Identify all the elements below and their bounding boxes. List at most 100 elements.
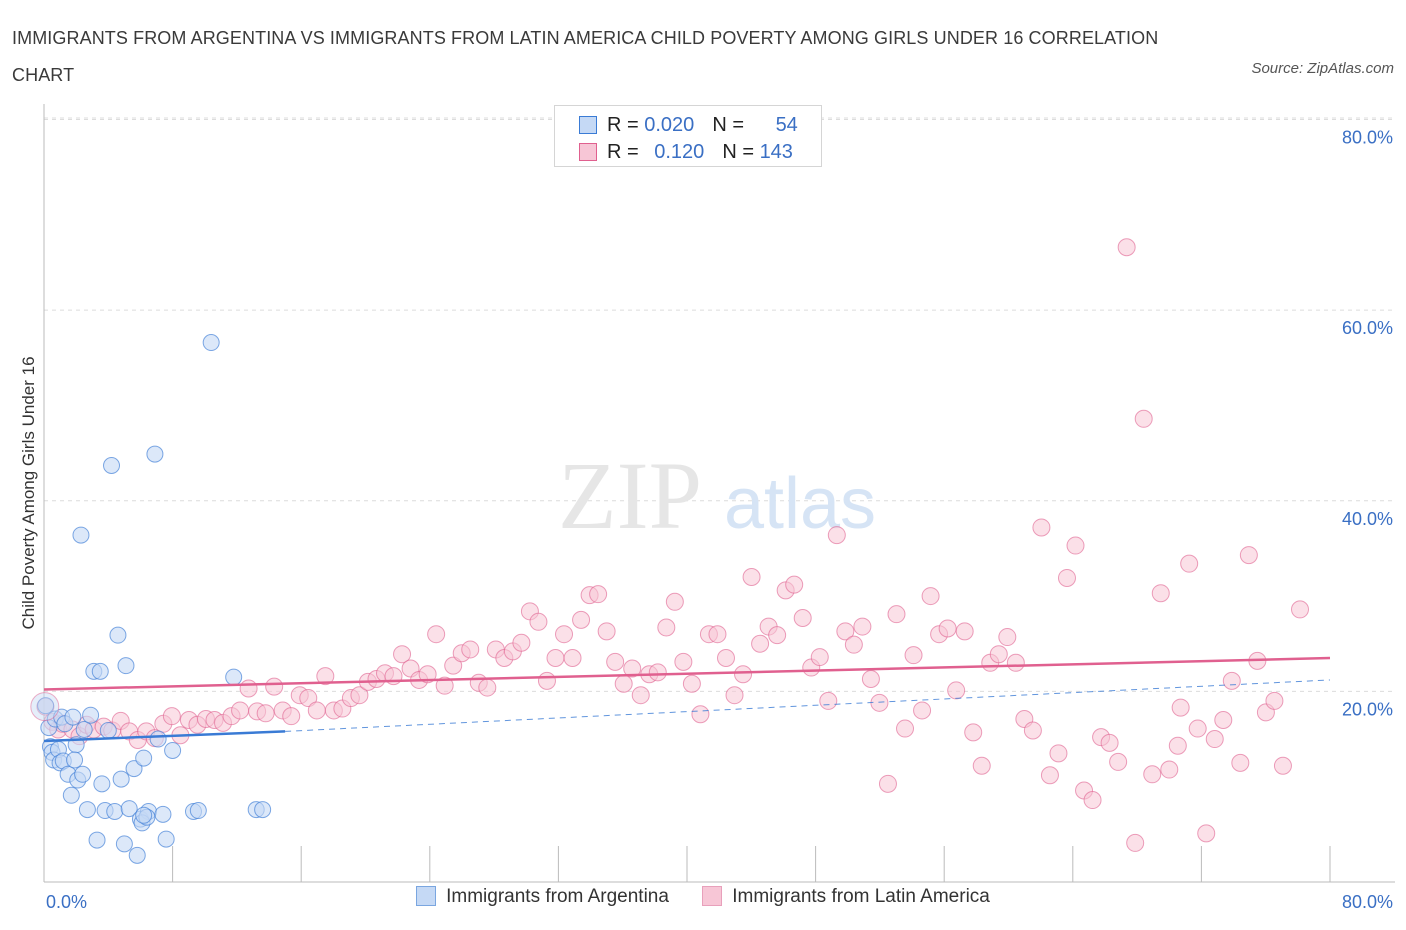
x-tick-label: 0.0% — [46, 892, 87, 912]
y-tick-label: 80.0% — [1342, 128, 1393, 148]
data-point-argentina — [112, 770, 130, 788]
data-point-argentina — [128, 846, 146, 864]
r-label: R = — [607, 141, 645, 163]
grid-lines — [44, 117, 1395, 692]
data-point-latin-america — [512, 633, 531, 652]
y-tick-label: 20.0% — [1342, 699, 1393, 719]
data-point-latin-america — [913, 701, 932, 720]
data-point-latin-america — [1231, 753, 1250, 772]
data-point-latin-america — [529, 612, 548, 631]
data-point-latin-america — [478, 678, 497, 697]
legend-row-argentina: R = 0.020 N = 54 — [579, 112, 798, 138]
data-point-latin-america — [657, 618, 676, 637]
data-point-latin-america — [938, 619, 957, 638]
axes — [43, 104, 1395, 883]
data-point-latin-america — [768, 626, 787, 645]
data-point-latin-america — [606, 652, 625, 671]
data-point-latin-america — [1049, 744, 1068, 763]
data-point-latin-america — [665, 592, 684, 611]
series-latin-america — [36, 238, 1309, 852]
data-point-latin-america — [1151, 584, 1170, 603]
data-point-latin-america — [725, 686, 744, 705]
data-point-argentina — [88, 831, 106, 849]
data-point-latin-america — [844, 635, 863, 654]
data-point-latin-america — [1117, 238, 1136, 257]
data-point-latin-america — [537, 671, 556, 690]
trend-line-argentina — [43, 730, 286, 743]
n-value: 54 — [775, 114, 798, 136]
data-point-latin-america — [1197, 824, 1216, 843]
data-point-argentina — [93, 775, 111, 793]
data-point-argentina — [189, 802, 207, 820]
data-point-latin-america — [691, 705, 710, 724]
data-point-latin-america — [1188, 719, 1207, 738]
data-point-latin-america — [563, 649, 582, 668]
correlation-legend: R = 0.020 N = 54 R = 0.120 N = 143 — [554, 105, 822, 167]
data-point-latin-america — [896, 719, 915, 738]
data-point-latin-america — [793, 608, 812, 627]
data-point-latin-america — [231, 701, 250, 720]
data-point-latin-america — [1134, 409, 1153, 428]
data-point-argentina — [103, 456, 121, 474]
data-point-latin-america — [1171, 698, 1190, 717]
trend-line-argentina-dashed — [285, 679, 1331, 732]
data-point-argentina — [37, 697, 55, 715]
data-point-latin-america — [964, 723, 983, 742]
data-point-latin-america — [316, 667, 335, 686]
data-point-latin-america — [1291, 600, 1309, 619]
source-label: Source: ZipAtlas.com — [1251, 60, 1394, 77]
data-point-latin-america — [904, 646, 923, 665]
legend-label: Immigrants from Latin America — [732, 886, 990, 907]
data-point-latin-america — [555, 625, 574, 644]
watermark-atlas: atlas — [724, 464, 876, 544]
data-point-argentina — [135, 806, 153, 824]
data-point-latin-america — [989, 645, 1008, 664]
data-point-argentina — [146, 445, 164, 463]
data-point-latin-america — [1023, 721, 1042, 740]
data-point-latin-america — [427, 625, 446, 644]
data-point-argentina — [125, 760, 143, 778]
data-point-latin-america — [861, 669, 880, 688]
data-point-latin-america — [878, 774, 897, 793]
data-point-latin-america — [785, 575, 804, 594]
data-point-argentina — [149, 730, 167, 748]
data-point-latin-america — [887, 605, 906, 624]
legend-row-latin-america: R = 0.120 N = 143 — [579, 139, 793, 165]
data-point-latin-america — [265, 677, 284, 696]
data-point-argentina — [62, 786, 80, 804]
r-value: 0.120 — [654, 141, 705, 163]
data-point-argentina — [78, 801, 96, 819]
data-point-argentina — [64, 708, 82, 726]
y-axis-label: Child Poverty Among Girls Under 16 — [19, 356, 38, 629]
data-point-latin-america — [239, 679, 258, 698]
data-point-latin-america — [1143, 765, 1162, 784]
data-point-latin-america — [1214, 710, 1233, 729]
x-tick-label: 80.0% — [1342, 892, 1393, 912]
data-point-argentina — [254, 801, 272, 819]
data-point-latin-america — [1273, 756, 1292, 775]
data-point-latin-america — [393, 645, 412, 664]
legend-swatch-blue — [579, 116, 597, 134]
r-label: R = — [607, 114, 645, 136]
data-point-latin-america — [461, 640, 480, 659]
data-point-argentina — [225, 668, 243, 686]
data-point-latin-america — [572, 610, 591, 629]
data-point-argentina — [106, 802, 124, 820]
data-point-argentina — [82, 706, 100, 724]
data-point-latin-america — [827, 526, 846, 545]
data-point-latin-america — [921, 587, 940, 606]
data-point-latin-america — [870, 693, 889, 712]
data-point-latin-america — [819, 691, 838, 710]
legend-swatch-blue — [416, 886, 437, 906]
watermark: ZIP atlas — [558, 442, 876, 549]
data-point-latin-america — [734, 665, 753, 684]
data-point-latin-america — [972, 756, 991, 775]
data-point-argentina — [74, 765, 92, 783]
data-point-latin-america — [648, 663, 667, 682]
data-point-latin-america — [716, 649, 735, 668]
data-point-argentina — [75, 721, 93, 739]
legend-swatch-pink — [702, 886, 723, 906]
data-point-latin-america — [810, 648, 829, 667]
data-point-argentina — [120, 800, 138, 818]
